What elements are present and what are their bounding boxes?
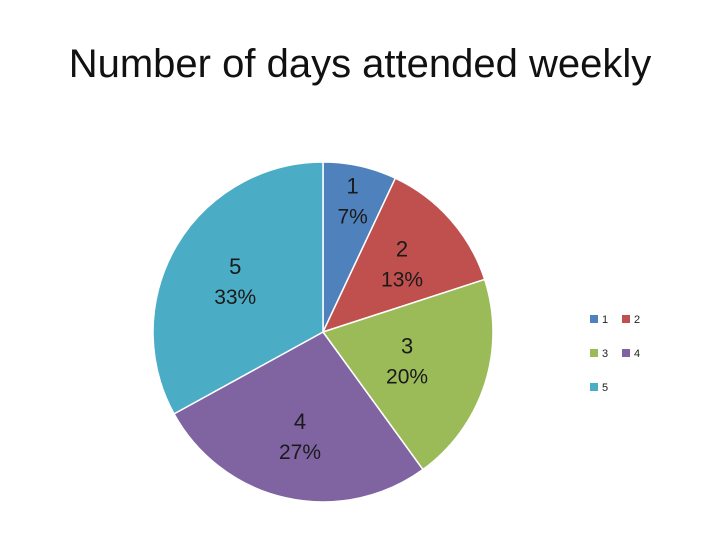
slice-percent-label-4: 27% bbox=[279, 441, 321, 464]
legend-label-4: 4 bbox=[634, 348, 640, 360]
pie-slice-2 bbox=[321, 177, 486, 334]
pie-slices bbox=[152, 161, 494, 503]
slice-category-label-4: 4 bbox=[294, 409, 306, 434]
pie-slice-3 bbox=[321, 278, 494, 471]
slice-percent-label-2: 13% bbox=[381, 268, 423, 291]
legend-swatch-4 bbox=[622, 349, 630, 357]
legend-label-3: 3 bbox=[602, 348, 608, 360]
pie-slice-5 bbox=[152, 161, 324, 415]
slice-category-label-5: 5 bbox=[229, 254, 241, 279]
legend-label-5: 5 bbox=[602, 382, 608, 394]
pie-slice-4 bbox=[173, 331, 424, 503]
legend-label-2: 2 bbox=[634, 314, 640, 326]
legend-label-1: 1 bbox=[602, 314, 608, 326]
slice-labels: 1 7% 2 13% 3 20% 4 27% 5 33% bbox=[214, 173, 428, 464]
slice-category-label-3: 3 bbox=[401, 333, 413, 358]
slice-percent-label-5: 33% bbox=[214, 286, 256, 309]
legend-swatch-5 bbox=[590, 383, 598, 391]
legend-swatch-3 bbox=[590, 349, 598, 357]
slice-category-label-2: 2 bbox=[396, 236, 408, 261]
slice-percent-label-3: 20% bbox=[386, 365, 428, 388]
legend-swatch-2 bbox=[622, 315, 630, 323]
legend: 1 2 3 4 5 bbox=[590, 314, 640, 394]
chart-title: Number of days attended weekly bbox=[68, 42, 652, 86]
slice-percent-label-1: 7% bbox=[337, 205, 367, 228]
slice-category-label-1: 1 bbox=[347, 173, 359, 198]
legend-swatch-1 bbox=[590, 315, 598, 323]
